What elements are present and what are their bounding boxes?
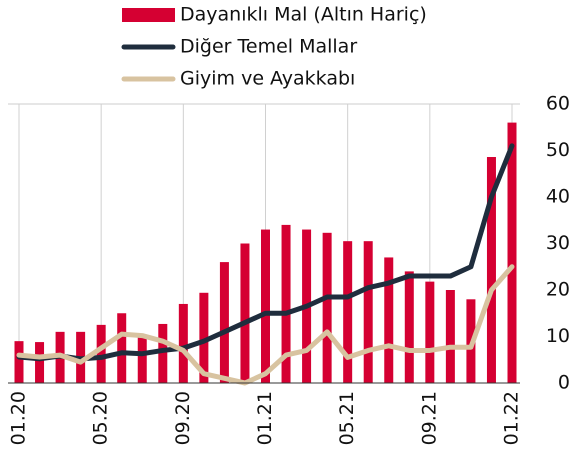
bar xyxy=(199,292,209,383)
bar xyxy=(137,336,147,383)
x-tick-label: 09.21 xyxy=(418,391,440,445)
bar xyxy=(35,342,45,383)
x-tick-label: 01.22 xyxy=(501,391,523,445)
x-tick-label: 01.21 xyxy=(254,391,276,445)
y-tick-label: 20 xyxy=(546,279,570,301)
bar xyxy=(14,341,24,383)
bar xyxy=(384,257,394,383)
x-tick-label: 01.20 xyxy=(8,391,30,445)
bar xyxy=(96,324,106,383)
bar xyxy=(343,241,353,383)
legend-label: Giyim ve Ayakkabı xyxy=(180,68,355,90)
y-tick-label: 50 xyxy=(546,139,570,161)
bar xyxy=(425,281,435,383)
bar xyxy=(363,241,373,383)
bar xyxy=(322,232,332,383)
x-tick-label: 05.21 xyxy=(336,391,358,445)
y-tick-label: 0 xyxy=(558,372,570,394)
legend-label: Dayanıklı Mal (Altın Hariç) xyxy=(180,4,427,26)
x-tick-label: 09.20 xyxy=(172,391,194,445)
legend-swatch xyxy=(122,8,175,22)
bar xyxy=(240,243,250,383)
bar xyxy=(158,323,168,383)
bar xyxy=(445,290,455,383)
line xyxy=(16,143,515,362)
bar xyxy=(219,262,229,383)
bar xyxy=(281,224,291,383)
bar xyxy=(486,157,496,383)
y-tick-label: 30 xyxy=(546,232,570,254)
y-tick-label: 60 xyxy=(546,93,570,115)
bar xyxy=(178,303,188,383)
y-tick-label: 10 xyxy=(546,325,570,347)
bar xyxy=(404,271,414,383)
legend-label: Diğer Temel Mallar xyxy=(180,36,357,58)
bar xyxy=(261,229,270,383)
line xyxy=(16,264,515,386)
bar xyxy=(507,122,517,383)
y-tick-label: 40 xyxy=(546,186,570,208)
x-tick-label: 05.20 xyxy=(90,391,112,445)
bar xyxy=(117,313,127,383)
